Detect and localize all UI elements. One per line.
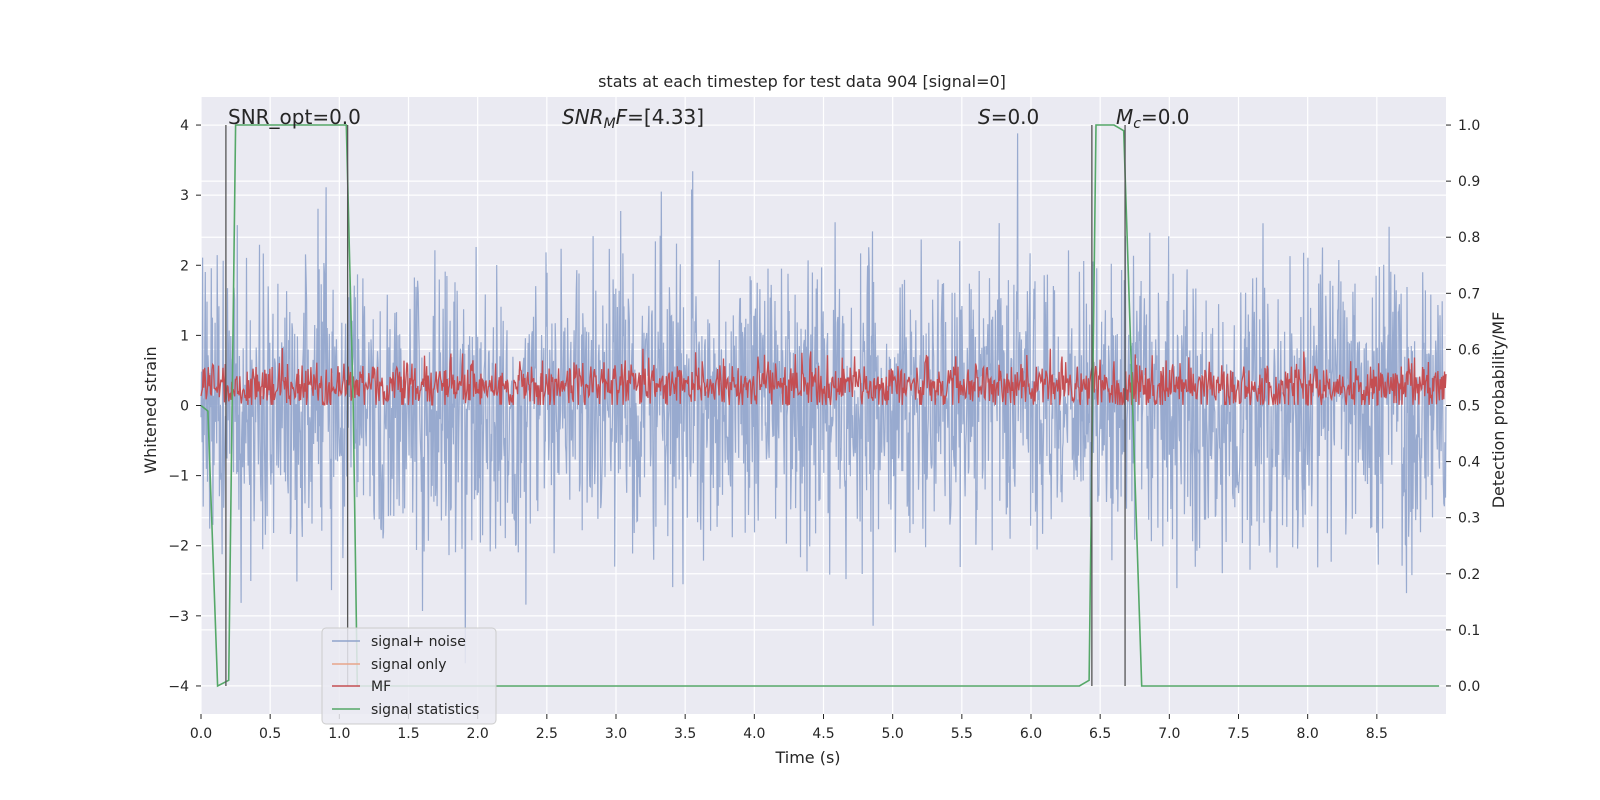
x-tick-label: 2.0 <box>467 726 489 742</box>
y2-axis-label: Detection probability/MF <box>1489 312 1508 509</box>
y-axis-label: Whitened strain <box>141 346 160 473</box>
x-tick-label: 1.0 <box>328 726 350 742</box>
x-tick-label: 2.5 <box>536 726 558 742</box>
y-tick-label: −2 <box>168 539 189 555</box>
series-mf <box>200 347 1447 406</box>
y-tick-label: 0 <box>180 399 189 415</box>
annotation-snr-mf: SNRMF=[4.33] <box>562 105 704 132</box>
x-tick-label: 3.5 <box>674 726 696 742</box>
x-tick-label: 5.0 <box>882 726 904 742</box>
mf-line <box>200 347 1447 406</box>
x-tick-label: 1.5 <box>397 726 419 742</box>
x-tick-label: 3.0 <box>605 726 627 742</box>
x-tick-label: 7.0 <box>1158 726 1180 742</box>
x-tick-label: 7.5 <box>1227 726 1249 742</box>
x-axis-label: Time (s) <box>774 748 840 767</box>
x-tick-label: 6.5 <box>1089 726 1111 742</box>
annotation-mc: Mc=0.0 <box>1116 105 1190 132</box>
legend-label-signal-statistics: signal statistics <box>371 702 479 718</box>
chart-title: stats at each timestep for test data 904… <box>598 72 1006 91</box>
annotation-s: S=0.0 <box>978 105 1039 129</box>
y2-tick-label: 0.7 <box>1458 286 1480 302</box>
y-tick-label: 4 <box>180 118 189 134</box>
legend: signal+ noise signal only MF signal stat… <box>321 627 497 725</box>
legend-label-signal-noise: signal+ noise <box>371 634 466 650</box>
legend-label-signal-only: signal only <box>371 657 446 673</box>
y2-tick-label: 0.0 <box>1458 679 1480 695</box>
y2-tick-label: 0.6 <box>1458 342 1480 358</box>
x-tick-label: 8.5 <box>1366 726 1388 742</box>
x-tick-label: 0.5 <box>259 726 281 742</box>
y2-tick-label: 0.4 <box>1458 455 1480 471</box>
y-tick-label: −4 <box>168 679 189 695</box>
y2-tick-label: 0.3 <box>1458 511 1480 527</box>
y-tick-label: 3 <box>180 188 189 204</box>
y2-tick-label: 0.9 <box>1458 174 1480 190</box>
annotation-snr-opt: SNR_opt=0.0 <box>228 105 361 129</box>
y-tick-label: −3 <box>168 609 189 625</box>
y-tick-label: 2 <box>180 258 189 274</box>
x-tick-label: 8.0 <box>1297 726 1319 742</box>
y-tick-label: 1 <box>180 328 189 344</box>
legend-label-mf: MF <box>371 679 391 695</box>
y2-tick-label: 0.1 <box>1458 623 1480 639</box>
x-tick-label: 0.0 <box>190 726 212 742</box>
x-tick-label: 4.0 <box>743 726 765 742</box>
y2-tick-label: 0.5 <box>1458 399 1480 415</box>
axis-ticks: 0.0 0.5 1.0 1.5 2.0 2.5 3.0 3.5 4.0 4.5 5.0 5.5 6.0 6… <box>168 118 1480 742</box>
x-tick-label: 4.5 <box>812 726 834 742</box>
x-tick-label: 5.5 <box>951 726 973 742</box>
x-tick-label: 6.0 <box>1020 726 1042 742</box>
y-tick-label: −1 <box>168 469 189 485</box>
y2-tick-label: 0.8 <box>1458 230 1480 246</box>
vertical-markers <box>225 125 1126 686</box>
y2-tick-label: 0.2 <box>1458 567 1480 583</box>
y2-tick-label: 1.0 <box>1458 118 1480 134</box>
